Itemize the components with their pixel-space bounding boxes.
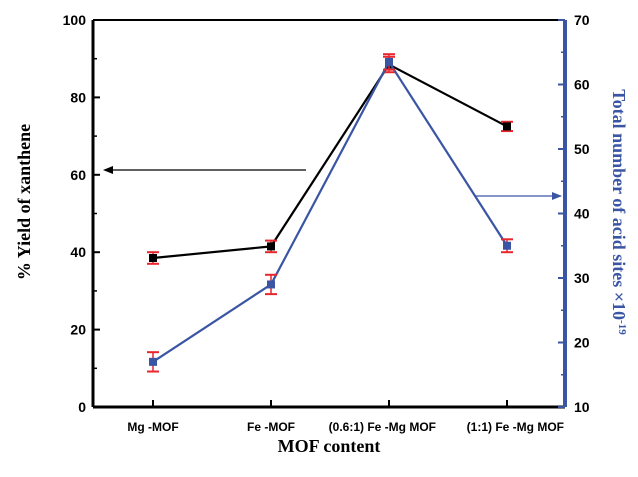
left-axis: 0 20 40 60 80 100 bbox=[63, 12, 100, 415]
series-line bbox=[152, 59, 508, 363]
x-tick-label: (1:1) Fe -Mg MOF bbox=[467, 420, 564, 434]
left-axis-title: % Yield of xanthene bbox=[14, 124, 34, 280]
annotation-layer bbox=[103, 166, 562, 200]
data-point bbox=[503, 122, 511, 131]
right-axis: 10 20 30 40 50 60 70 bbox=[558, 12, 590, 415]
right-tick-label: 70 bbox=[574, 12, 590, 28]
right-tick-label: 10 bbox=[574, 399, 590, 415]
data-point bbox=[149, 357, 157, 366]
right-tick-label: 60 bbox=[574, 77, 590, 93]
x-tick-label: Mg -MOF bbox=[127, 420, 178, 434]
series-line bbox=[152, 63, 508, 260]
right-tick-label: 40 bbox=[574, 206, 590, 222]
right-axis-title-exponent: -19 bbox=[616, 320, 628, 335]
left-tick-label: 80 bbox=[70, 89, 86, 105]
right-tick-label: 20 bbox=[574, 335, 590, 351]
data-point bbox=[267, 242, 275, 251]
data-point bbox=[503, 241, 511, 250]
left-tick-label: 60 bbox=[70, 167, 86, 183]
right-axis-title-text: Total number of acid sites ×10 bbox=[609, 89, 629, 320]
plot-frame bbox=[91, 19, 567, 409]
data-point bbox=[385, 57, 393, 66]
data-point bbox=[267, 280, 275, 289]
series-layer bbox=[147, 53, 513, 373]
left-tick-label: 20 bbox=[70, 322, 86, 338]
left-tick-label: 0 bbox=[78, 399, 86, 415]
right-axis-title: Total number of acid sites ×10-19 bbox=[609, 89, 629, 335]
x-axis: Mg -MOF Fe -MOF (0.6:1) Fe -Mg MOF (1:1) Fe… bbox=[127, 400, 564, 434]
x-tick-label: (0.6:1) Fe -Mg MOF bbox=[329, 420, 436, 434]
left-tick-label: 40 bbox=[70, 244, 86, 260]
right-tick-label: 30 bbox=[574, 270, 590, 286]
series-left bbox=[147, 55, 513, 265]
x-axis-title: MOF content bbox=[278, 436, 381, 456]
right-tick-label: 50 bbox=[574, 141, 590, 157]
series-right bbox=[147, 53, 513, 373]
left-tick-label: 100 bbox=[63, 12, 87, 28]
x-tick-label: Fe -MOF bbox=[247, 420, 295, 434]
data-point bbox=[149, 254, 157, 263]
